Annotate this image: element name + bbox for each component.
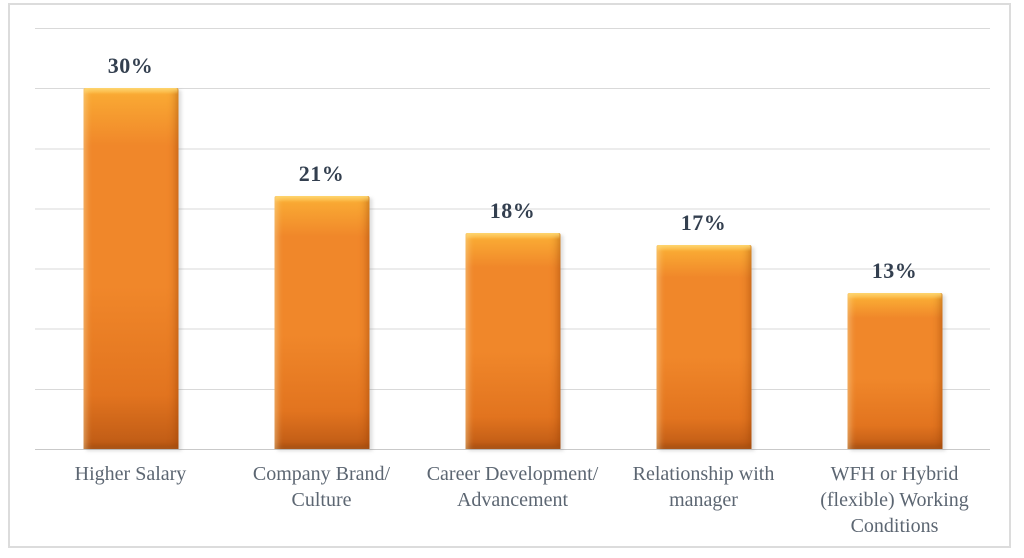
bar-slot: 18%: [417, 28, 608, 449]
bar-value-label: 30%: [107, 53, 154, 79]
bar-slot: 13%: [799, 28, 990, 449]
category-label: Relationship with manager: [632, 463, 775, 511]
bar-slot: 30%: [35, 28, 226, 449]
category-axis: Higher Salary Company Brand/ Culture Caree…: [35, 461, 990, 539]
bar-4: 17%: [656, 210, 751, 449]
bar-value-label: 18%: [489, 197, 536, 223]
category-label: Higher Salary: [74, 463, 187, 485]
bar-slot: 17%: [608, 28, 799, 449]
category-label: Company Brand/ Culture: [252, 463, 391, 511]
bar-value-label: 17%: [680, 209, 727, 235]
category-label: WFH or Hybrid (flexible) Working Conditi…: [820, 463, 969, 537]
bar-2: 21%: [274, 161, 369, 449]
bar-1: 30%: [83, 53, 178, 449]
bar-value-label: 13%: [871, 257, 918, 283]
category-label: Career Development/ Advancement: [426, 463, 599, 511]
bar-5: 13%: [847, 258, 942, 449]
bars-container: 30% 21% 18% 17% 13%: [35, 28, 990, 449]
plot-area: 30% 21% 18% 17% 13%: [35, 28, 990, 450]
bar-value-label: 21%: [298, 161, 345, 187]
bar-slot: 21%: [226, 28, 417, 449]
bar-3: 18%: [465, 198, 560, 449]
